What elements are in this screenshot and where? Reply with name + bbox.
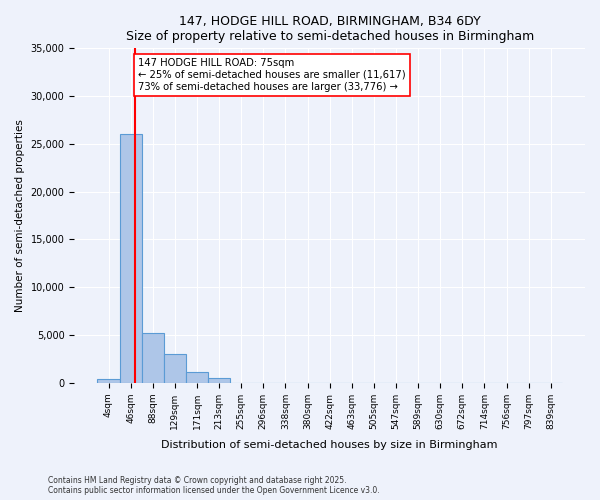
Bar [164,354,186,383]
Bar [208,378,230,383]
Y-axis label: Number of semi-detached properties: Number of semi-detached properties [15,119,25,312]
X-axis label: Distribution of semi-detached houses by size in Birmingham: Distribution of semi-detached houses by … [161,440,498,450]
Bar [142,333,164,383]
Bar [97,379,119,383]
Bar [186,372,208,383]
Text: 147 HODGE HILL ROAD: 75sqm
← 25% of semi-detached houses are smaller (11,617)
73: 147 HODGE HILL ROAD: 75sqm ← 25% of semi… [138,58,406,92]
Text: Contains HM Land Registry data © Crown copyright and database right 2025.
Contai: Contains HM Land Registry data © Crown c… [48,476,380,495]
Title: 147, HODGE HILL ROAD, BIRMINGHAM, B34 6DY
Size of property relative to semi-deta: 147, HODGE HILL ROAD, BIRMINGHAM, B34 6D… [125,15,534,43]
Bar [119,134,142,383]
